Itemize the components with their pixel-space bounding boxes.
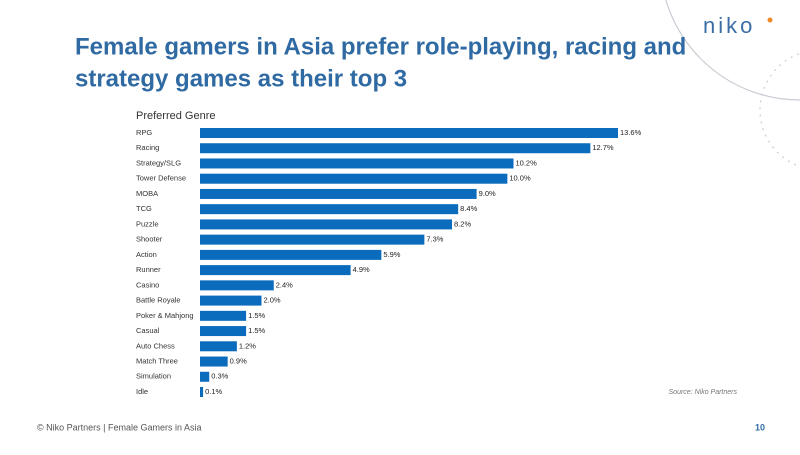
data-label: 13.6% bbox=[620, 128, 642, 137]
bar bbox=[200, 387, 204, 397]
slide-title: strategy games as their top 3 bbox=[75, 65, 407, 92]
y-tick-label: Tower Defense bbox=[136, 174, 186, 183]
bar bbox=[200, 204, 459, 215]
data-label: 7.3% bbox=[426, 235, 443, 244]
data-label: 2.0% bbox=[263, 296, 280, 305]
y-tick-label: Casino bbox=[136, 280, 159, 289]
chart-title: Preferred Genre bbox=[136, 110, 215, 122]
bar bbox=[200, 341, 237, 352]
bar bbox=[200, 128, 618, 138]
data-label: 0.1% bbox=[205, 387, 222, 396]
bar bbox=[200, 234, 425, 245]
bar bbox=[200, 310, 247, 321]
bar bbox=[200, 295, 262, 306]
logo: niko bbox=[703, 13, 755, 38]
data-label: 12.7% bbox=[592, 143, 614, 152]
deco-arc-dotted bbox=[759, 52, 800, 168]
y-tick-label: Idle bbox=[136, 387, 148, 396]
y-tick-label: Auto Chess bbox=[136, 341, 175, 350]
bar bbox=[200, 371, 210, 382]
footer: © Niko Partners | Female Gamers in Asia bbox=[37, 422, 202, 432]
bar bbox=[200, 173, 508, 184]
slide-title: Female gamers in Asia prefer role-playin… bbox=[75, 33, 686, 60]
data-label: 5.9% bbox=[383, 250, 400, 259]
bar bbox=[200, 219, 453, 230]
bar bbox=[200, 249, 382, 260]
y-tick-label: TCG bbox=[136, 204, 152, 213]
bar bbox=[200, 265, 351, 276]
data-label: 4.9% bbox=[353, 265, 370, 274]
data-label: 2.4% bbox=[276, 280, 293, 289]
bar bbox=[200, 356, 228, 367]
data-label: 8.4% bbox=[460, 204, 477, 213]
data-label: 1.2% bbox=[239, 341, 256, 350]
y-tick-label: MOBA bbox=[136, 189, 158, 198]
y-tick-label: Strategy/SLG bbox=[136, 158, 181, 167]
bar bbox=[200, 280, 274, 291]
y-tick-label: Puzzle bbox=[136, 219, 159, 228]
data-label: 0.3% bbox=[211, 372, 228, 381]
data-label: 1.5% bbox=[248, 326, 265, 335]
data-label: 8.2% bbox=[454, 219, 471, 228]
logo-dot bbox=[767, 17, 773, 23]
y-tick-label: Action bbox=[136, 250, 157, 259]
data-label: 10.0% bbox=[509, 174, 531, 183]
bar bbox=[200, 143, 591, 154]
y-tick-label: Racing bbox=[136, 143, 159, 152]
y-tick-label: Battle Royale bbox=[136, 296, 181, 305]
y-tick-label: Simulation bbox=[136, 372, 171, 381]
y-tick-label: RPG bbox=[136, 128, 152, 137]
bar bbox=[200, 326, 247, 337]
source: Source: Niko Partners bbox=[669, 389, 738, 396]
y-tick-label: Poker & Mahjong bbox=[136, 311, 194, 320]
bar bbox=[200, 188, 477, 199]
y-tick-label: Match Three bbox=[136, 357, 178, 366]
bar bbox=[200, 158, 514, 169]
data-label: 0.9% bbox=[230, 357, 247, 366]
y-tick-label: Casual bbox=[136, 326, 160, 335]
data-label: 10.2% bbox=[516, 158, 538, 167]
page-number: 10 bbox=[755, 422, 765, 432]
y-tick-label: Runner bbox=[136, 265, 161, 274]
data-label: 1.5% bbox=[248, 311, 265, 320]
y-tick-label: Shooter bbox=[136, 235, 163, 244]
data-label: 9.0% bbox=[479, 189, 496, 198]
